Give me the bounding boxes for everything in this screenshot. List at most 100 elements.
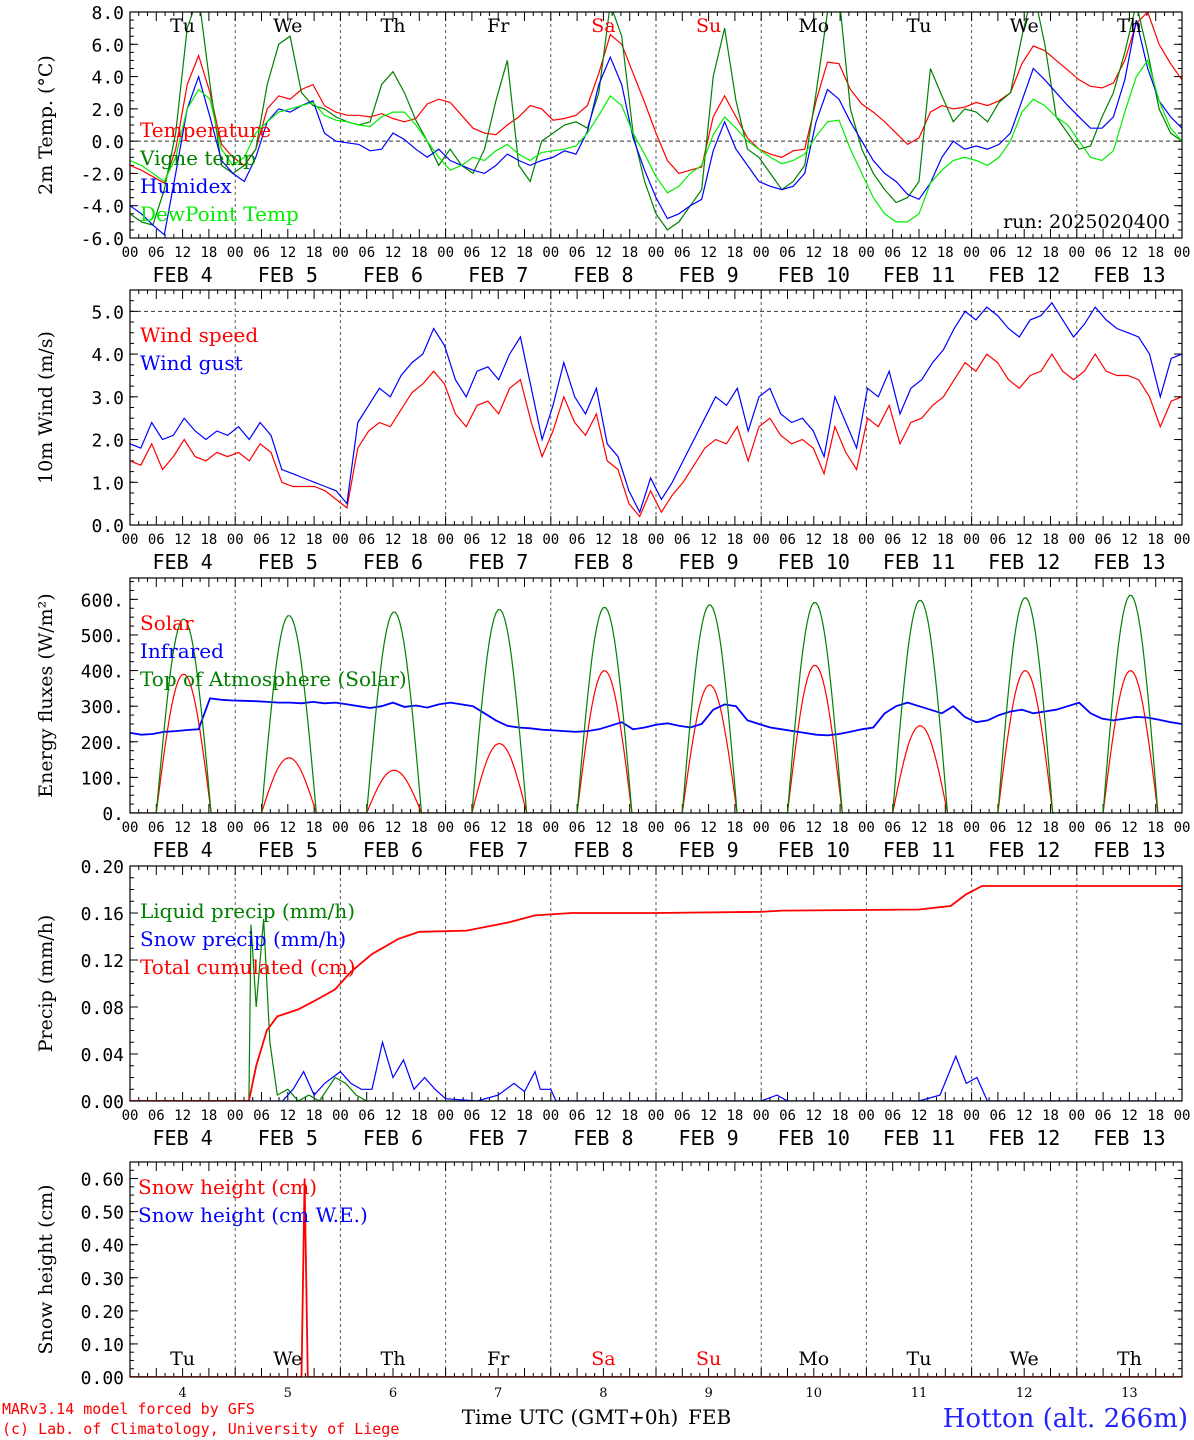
legend-entry: Temperature (140, 118, 271, 142)
date-label: FEB 4 (152, 838, 212, 862)
day-number-label: 9 (704, 1386, 712, 1401)
y-axis-label: 10m Wind (m/s) (35, 331, 57, 484)
hour-tick-label: 18 (200, 1108, 217, 1124)
series-line-vigne-temp (130, 12, 1182, 231)
plot-frame (129, 1161, 1183, 1378)
weekday-label: Su (696, 1348, 721, 1370)
y-tick-label: 0.00 (81, 1368, 124, 1389)
y-tick-label: 100. (81, 768, 124, 789)
hour-tick-label: 06 (569, 1108, 586, 1124)
credit-line-2: (c) Lab. of Climatology, University of L… (2, 1420, 399, 1438)
date-label: FEB 10 (778, 550, 850, 574)
hour-tick-label: 00 (1068, 245, 1085, 261)
weekday-label: Th (1117, 15, 1142, 37)
hour-tick-label: 06 (989, 532, 1006, 548)
hour-tick-label: 00 (858, 1108, 875, 1124)
legend-entry: Total cumulated (cm) (140, 955, 356, 979)
weekday-label: We (1010, 15, 1039, 37)
hour-tick-label: 18 (516, 1108, 533, 1124)
hour-tick-label: 00 (122, 820, 139, 836)
y-axis-label: Energy fluxes (W/m²) (35, 593, 57, 797)
hour-tick-label: 12 (1121, 1108, 1138, 1124)
date-label: FEB 11 (883, 263, 955, 287)
hour-tick-label: 18 (306, 1108, 323, 1124)
hour-tick-label: 00 (648, 532, 665, 548)
series-line-wind-speed (130, 352, 1182, 518)
weekday-label: Sa (591, 15, 615, 37)
y-tick-label: 0.16 (81, 904, 124, 925)
hour-tick-label: 00 (122, 1108, 139, 1124)
weekday-label: Sa (591, 1348, 615, 1370)
hour-tick-label: 12 (911, 245, 928, 261)
hour-tick-label: 18 (937, 245, 954, 261)
panel-wind: 0.0 1.0 2.0 3.0 4.0 5.0 10m Wind (m/s) Wind spe… (35, 289, 1190, 574)
plot-frame (129, 289, 1183, 526)
hour-tick-label: 18 (621, 1108, 638, 1124)
date-label: FEB 5 (258, 550, 318, 574)
hour-tick-label: 12 (595, 1108, 612, 1124)
hour-tick-label: 12 (490, 245, 507, 261)
y-tick-label: -6.0 (81, 229, 124, 250)
hour-tick-label: 00 (122, 532, 139, 548)
hour-tick-label: 06 (253, 532, 270, 548)
hour-tick-label: 00 (1174, 1108, 1191, 1124)
date-label: FEB 10 (778, 838, 850, 862)
hour-tick-label: 00 (332, 245, 349, 261)
day-number-label: 8 (599, 1386, 607, 1401)
date-label: FEB 6 (363, 550, 423, 574)
legend-entry: Humidex (140, 174, 232, 198)
hour-tick-label: 06 (779, 1108, 796, 1124)
y-tick-label: 0.20 (81, 1302, 124, 1323)
weekday-label: Tu (170, 15, 195, 37)
hour-tick-label: 06 (989, 820, 1006, 836)
hour-tick-label: 18 (832, 532, 849, 548)
hour-tick-label: 00 (227, 245, 244, 261)
hour-tick-label: 18 (516, 820, 533, 836)
date-label: FEB 7 (468, 550, 528, 574)
hour-tick-label: 00 (332, 820, 349, 836)
date-label: FEB 6 (363, 263, 423, 287)
panel-precip: 0.00 0.04 0.08 0.12 0.16 0.20 Precip (mm/h) Liq… (35, 857, 1190, 1150)
hour-tick-label: 12 (174, 820, 191, 836)
legend-entry: Solar (140, 611, 194, 635)
hour-tick-label: 00 (1068, 1108, 1085, 1124)
hour-tick-label: 12 (385, 820, 402, 836)
y-tick-label: 200. (81, 733, 124, 754)
series-line-total-cumulated-cm- (130, 885, 1182, 1101)
hour-tick-label: 12 (1016, 245, 1033, 261)
hour-tick-label: 18 (1042, 1108, 1059, 1124)
hour-tick-label: 00 (1174, 245, 1191, 261)
legend-entry: Snow precip (mm/h) (140, 927, 346, 951)
hour-tick-label: 06 (779, 245, 796, 261)
hour-tick-label: 12 (595, 245, 612, 261)
series-line-wind-gust (130, 301, 1182, 514)
hour-tick-label: 00 (332, 532, 349, 548)
date-label: FEB 5 (258, 838, 318, 862)
date-label: FEB 7 (468, 263, 528, 287)
hour-tick-label: 06 (463, 245, 480, 261)
hour-tick-label: 06 (463, 532, 480, 548)
hour-tick-label: 12 (911, 532, 928, 548)
hour-tick-label: 12 (700, 245, 717, 261)
hour-tick-label: 18 (516, 245, 533, 261)
hour-tick-label: 12 (174, 1108, 191, 1124)
hour-tick-label: 18 (726, 1108, 743, 1124)
hour-tick-label: 06 (569, 532, 586, 548)
hour-tick-label: 18 (832, 245, 849, 261)
y-tick-label: 300. (81, 697, 124, 718)
date-label: FEB 4 (152, 263, 212, 287)
hour-tick-label: 18 (411, 1108, 428, 1124)
weekday-label: Fr (487, 15, 510, 37)
y-tick-label: 3.0 (91, 388, 124, 409)
date-label: FEB 12 (988, 550, 1060, 574)
y-tick-label: 0.60 (81, 1170, 124, 1191)
series-line-snow-height-cm- (130, 1178, 1182, 1377)
hour-tick-label: 18 (1147, 820, 1164, 836)
hour-tick-label: 12 (279, 245, 296, 261)
station-title: Hotton (alt. 266m) (943, 1404, 1188, 1434)
credit-line-1: MARv3.14 model forced by GFS (2, 1400, 255, 1418)
hour-tick-label: 12 (490, 820, 507, 836)
hour-tick-label: 06 (358, 245, 375, 261)
hour-tick-label: 12 (174, 245, 191, 261)
